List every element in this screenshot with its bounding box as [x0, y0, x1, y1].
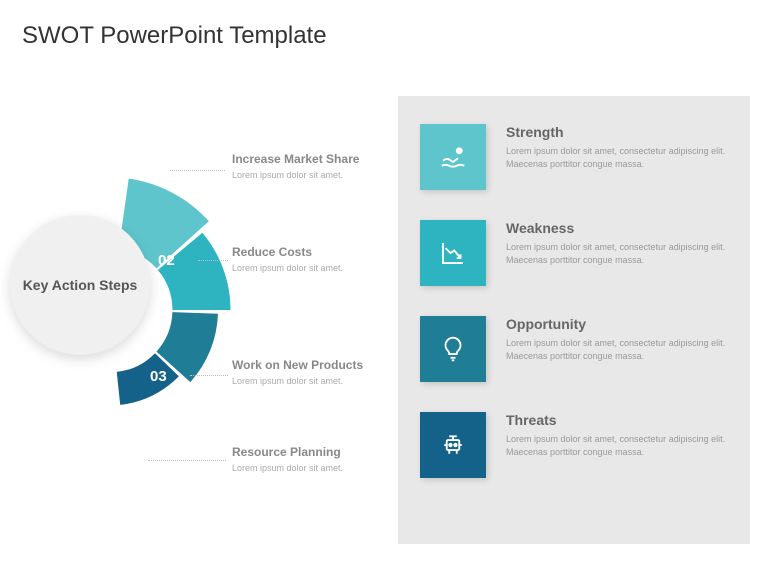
step-2-title: Reduce Costs [232, 245, 382, 259]
segment-num-3: 03 [150, 368, 167, 385]
swot-body: Lorem ipsum dolor sit amet, consectetur … [506, 241, 728, 266]
swot-row: Opportunity Lorem ipsum dolor sit amet, c… [420, 316, 728, 382]
step-2-text: Reduce Costs Lorem ipsum dolor sit amet. [232, 245, 382, 275]
center-label: Key Action Steps [23, 276, 138, 294]
step-4-title: Resource Planning [232, 445, 382, 459]
page-title: SWOT PowerPoint Template [22, 22, 327, 50]
swot-title: Strength [506, 124, 728, 140]
segment-num-4: 04 [108, 450, 125, 467]
step-3-text: Work on New Products Lorem ipsum dolor s… [232, 358, 382, 388]
connector-3 [190, 375, 228, 376]
swot-text: Threats Lorem ipsum dolor sit amet, conse… [506, 412, 728, 458]
step-1-text: Increase Market Share Lorem ipsum dolor … [232, 152, 382, 182]
segment-num-2: 02 [158, 252, 175, 269]
lightbulb-icon [420, 316, 486, 382]
swot-title: Opportunity [506, 316, 728, 332]
swot-title: Weakness [506, 220, 728, 236]
step-4-text: Resource Planning Lorem ipsum dolor sit … [232, 445, 382, 475]
swot-text: Opportunity Lorem ipsum dolor sit amet, c… [506, 316, 728, 362]
connector-2 [198, 260, 228, 261]
connector-1 [170, 170, 225, 171]
step-4-body: Lorem ipsum dolor sit amet. [232, 463, 382, 475]
swot-row: Threats Lorem ipsum dolor sit amet, conse… [420, 412, 728, 478]
robot-icon [420, 412, 486, 478]
swot-row: Weakness Lorem ipsum dolor sit amet, cons… [420, 220, 728, 286]
key-action-panel: Key Action Steps 01 02 03 04 Increase Ma… [0, 80, 395, 550]
swot-title: Threats [506, 412, 728, 428]
swot-body: Lorem ipsum dolor sit amet, consectetur … [506, 145, 728, 170]
step-1-title: Increase Market Share [232, 152, 382, 166]
center-circle: Key Action Steps [10, 215, 150, 355]
swot-row: Strength Lorem ipsum dolor sit amet, cons… [420, 124, 728, 190]
step-1-body: Lorem ipsum dolor sit amet. [232, 170, 382, 182]
step-3-title: Work on New Products [232, 358, 382, 372]
swot-panel: Strength Lorem ipsum dolor sit amet, cons… [398, 96, 750, 544]
chart-down-icon [420, 220, 486, 286]
step-3-body: Lorem ipsum dolor sit amet. [232, 376, 382, 388]
swot-text: Weakness Lorem ipsum dolor sit amet, cons… [506, 220, 728, 266]
segment-num-1: 01 [118, 160, 135, 177]
swot-body: Lorem ipsum dolor sit amet, consectetur … [506, 337, 728, 362]
connector-4 [148, 460, 226, 461]
swot-text: Strength Lorem ipsum dolor sit amet, cons… [506, 124, 728, 170]
swot-body: Lorem ipsum dolor sit amet, consectetur … [506, 433, 728, 458]
step-2-body: Lorem ipsum dolor sit amet. [232, 263, 382, 275]
swimmer-icon [420, 124, 486, 190]
